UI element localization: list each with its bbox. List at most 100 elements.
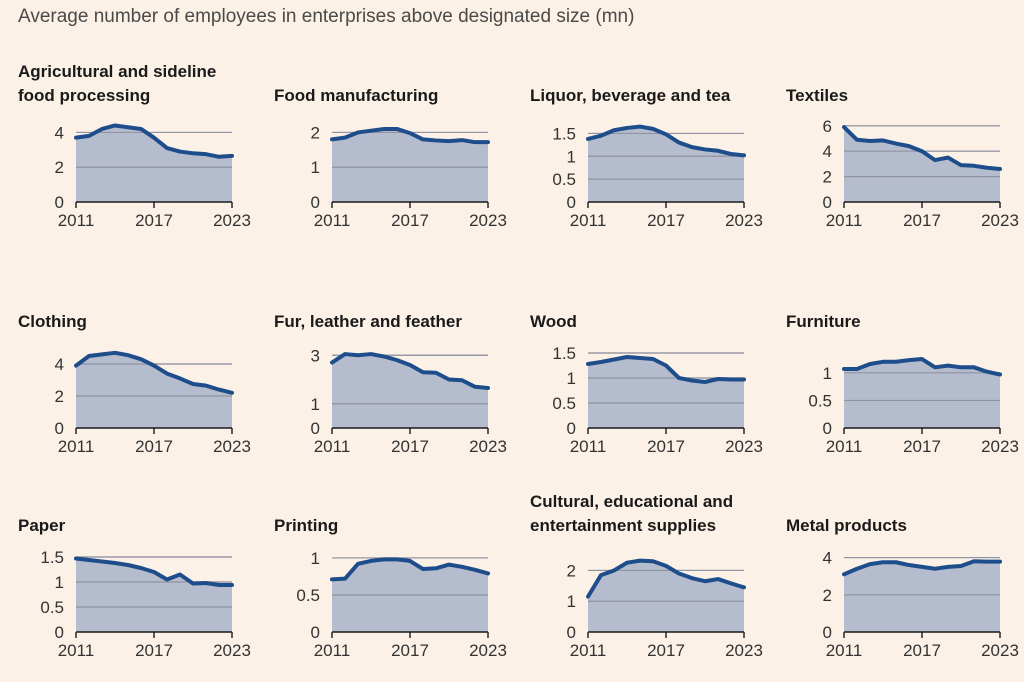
- y-tick-label: 6: [823, 117, 832, 136]
- y-tick-label: 1: [311, 395, 320, 414]
- area-chart: 0 1 2 2011 2017 2023: [567, 558, 763, 660]
- y-tick-label: 0: [823, 419, 832, 438]
- y-tick-label: 1: [567, 369, 576, 388]
- area-chart: 0 2 4 2011 2017 2023: [55, 123, 251, 230]
- x-tick-label: 2023: [213, 211, 251, 230]
- y-tick-label: 0: [567, 193, 576, 212]
- x-tick-label: 2023: [981, 641, 1019, 660]
- area-chart: 0 0.5 1 1.5 2011 2017 2023: [552, 124, 763, 230]
- x-tick-label: 2023: [725, 211, 763, 230]
- panel-title: Food manufacturing: [274, 86, 439, 105]
- y-tick-label: 2: [311, 123, 320, 142]
- series-area: [332, 354, 488, 428]
- series-area: [588, 560, 744, 632]
- panel-title: Clothing: [18, 312, 87, 331]
- y-tick-label: 0.5: [808, 391, 832, 410]
- y-tick-label: 2: [823, 168, 832, 187]
- x-tick-label: 2017: [135, 437, 173, 456]
- y-tick-label: 1: [311, 549, 320, 568]
- x-tick-label: 2011: [570, 437, 607, 456]
- series-line: [330, 352, 490, 390]
- series-area: [844, 127, 1000, 202]
- series-line: [74, 556, 234, 587]
- x-tick-label: 2023: [725, 437, 763, 456]
- panel-title: Metal products: [786, 516, 907, 535]
- panel-title: Cultural, educational and: [530, 492, 734, 511]
- series-area: [332, 559, 488, 632]
- panel-title: Liquor, beverage and tea: [530, 86, 731, 105]
- series-area: [588, 357, 744, 428]
- series-line: [586, 355, 746, 384]
- y-tick-label: 2: [823, 586, 832, 605]
- series-line: [74, 123, 234, 159]
- y-tick-label: 0: [311, 419, 320, 438]
- x-tick-label: 2017: [391, 437, 429, 456]
- panel-title: Printing: [274, 516, 339, 535]
- series-line: [586, 124, 746, 158]
- y-tick-label: 1.5: [552, 344, 576, 363]
- y-tick-label: 0.5: [552, 170, 576, 189]
- y-tick-label: 1: [55, 573, 64, 592]
- panel-title: Agricultural and sideline: [18, 62, 217, 81]
- x-tick-label: 2023: [213, 437, 251, 456]
- x-tick-label: 2023: [725, 641, 763, 660]
- x-tick-label: 2011: [58, 641, 95, 660]
- y-tick-label: 0.5: [552, 394, 576, 413]
- series-area: [76, 352, 232, 428]
- x-tick-label: 2011: [826, 211, 863, 230]
- x-tick-label: 2023: [469, 437, 507, 456]
- y-tick-label: 2: [567, 561, 576, 580]
- y-tick-label: 0: [311, 193, 320, 212]
- x-tick-label: 2023: [469, 211, 507, 230]
- x-tick-label: 2023: [981, 211, 1019, 230]
- x-tick-label: 2017: [391, 211, 429, 230]
- y-tick-label: 4: [55, 355, 64, 374]
- panel-title: Paper: [18, 516, 66, 535]
- area-chart: 0 1 3 2011 2017 2023: [311, 346, 507, 456]
- y-tick-label: 0: [823, 193, 832, 212]
- panel-title: Textiles: [786, 86, 849, 105]
- panel-title: food processing: [18, 86, 151, 105]
- y-tick-label: 0: [567, 419, 576, 438]
- y-tick-label: 4: [823, 142, 832, 161]
- y-tick-label: 0: [567, 623, 576, 642]
- x-tick-label: 2023: [469, 641, 507, 660]
- series-line: [330, 557, 490, 582]
- series-line: [586, 558, 746, 599]
- series-area: [76, 558, 232, 632]
- panel-title: entertainment supplies: [530, 516, 717, 535]
- x-tick-label: 2011: [58, 437, 95, 456]
- y-tick-label: 0: [823, 623, 832, 642]
- y-tick-label: 0: [55, 193, 64, 212]
- y-tick-label: 1: [823, 364, 832, 383]
- area-chart: 0 0.5 1 2011 2017 2023: [296, 549, 507, 660]
- panel-title: Wood: [530, 312, 577, 331]
- x-tick-label: 2011: [570, 211, 607, 230]
- series-area: [844, 561, 1000, 632]
- area-chart: 0 2 4 2011 2017 2023: [823, 549, 1019, 660]
- y-tick-label: 0: [311, 623, 320, 642]
- y-tick-label: 1: [567, 147, 576, 166]
- series-area: [588, 126, 744, 202]
- x-tick-label: 2017: [903, 437, 941, 456]
- area-chart: 0 2 4 6 2011 2017 2023: [823, 117, 1019, 230]
- series-area: [844, 359, 1000, 428]
- x-tick-label: 2017: [647, 641, 685, 660]
- y-tick-label: 4: [55, 123, 64, 142]
- x-tick-label: 2017: [647, 437, 685, 456]
- area-chart: 0 0.5 1 2011 2017 2023: [808, 357, 1019, 456]
- x-tick-label: 2011: [58, 211, 95, 230]
- y-tick-label: 1.5: [40, 548, 64, 567]
- chart-page: Average number of employees in enterpris…: [18, 6, 1019, 660]
- x-tick-label: 2011: [826, 437, 863, 456]
- x-tick-label: 2017: [903, 211, 941, 230]
- series-line: [842, 125, 1002, 171]
- chart-title: Average number of employees in enterpris…: [18, 6, 635, 27]
- y-tick-label: 1: [567, 592, 576, 611]
- x-tick-label: 2023: [981, 437, 1019, 456]
- area-chart: 0 2 4 2011 2017 2023: [55, 350, 251, 456]
- panel-title: Furniture: [786, 312, 861, 331]
- series-line: [330, 126, 490, 145]
- series-line: [74, 350, 234, 395]
- x-tick-label: 2011: [826, 641, 863, 660]
